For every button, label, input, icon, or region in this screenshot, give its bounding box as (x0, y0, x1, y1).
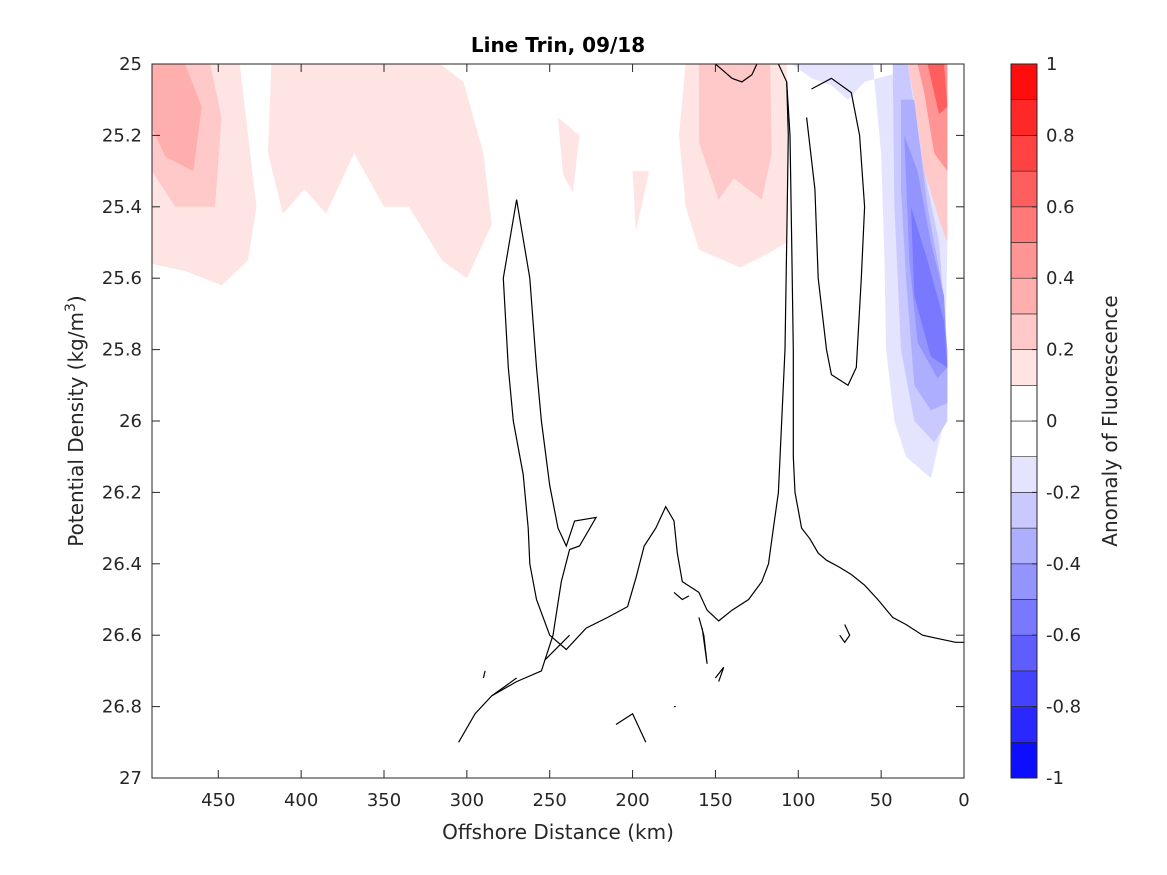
contour-fill-region-5 (632, 171, 650, 232)
zero-contour-line-12 (482, 670, 486, 679)
zero-contour-line-9 (698, 617, 708, 664)
contour-fill-region-12 (911, 206, 948, 368)
colorbar-swatch (1010, 527, 1038, 565)
colorbar-swatch (1010, 135, 1038, 172)
zero-contour-line-4 (544, 634, 571, 661)
y-tick-label: 25.2 (102, 125, 142, 146)
colorbar-title: Anomaly of Fluorescence (1098, 295, 1122, 546)
y-tick-label: 27 (119, 768, 142, 789)
colorbar-swatch (1010, 456, 1038, 493)
colorbar-swatch (1010, 741, 1038, 779)
x-axis-title: Offshore Distance (km) (442, 820, 674, 844)
filled-contours (152, 64, 948, 479)
colorbar-tick-label: -0.2 (1046, 482, 1081, 503)
colorbar-swatch (1010, 384, 1038, 422)
zero-contour-lines (458, 64, 964, 743)
colorbar-swatch (1010, 634, 1038, 672)
zero-contour-line-3 (458, 199, 598, 743)
y-tick-label: 25.8 (102, 340, 142, 361)
colorbar-tick-label: -1 (1046, 768, 1064, 789)
colorbar-tick-label: 1 (1046, 54, 1057, 75)
zero-contour-line-7 (491, 677, 517, 697)
colorbar-tick-label: 0 (1046, 411, 1057, 432)
colorbar-tick-label: 0.8 (1046, 125, 1075, 146)
y-tick-label: 26.4 (102, 554, 142, 575)
colorbar-tick-label: 0.6 (1046, 197, 1075, 218)
y-tick-label: 26 (119, 411, 142, 432)
colorbar-swatch (1010, 599, 1038, 636)
colorbar-swatch (1010, 349, 1038, 386)
colorbar-swatch (1010, 170, 1038, 208)
zero-contour-line-8 (673, 591, 690, 601)
zero-contour-line-11 (839, 624, 851, 644)
colorbar-tick-label: -0.8 (1046, 697, 1081, 718)
colorbar-tick-label: -0.6 (1046, 625, 1081, 646)
contour-fill-region-2 (152, 64, 202, 172)
colorbar-swatch (1010, 63, 1038, 101)
y-tick-label: 26.6 (102, 625, 142, 646)
zero-contour-line-6 (615, 712, 647, 743)
y-axis-title-superscript: 3 (63, 303, 79, 312)
zero-contour-line-2 (502, 81, 789, 651)
colorbar-swatch (1010, 670, 1038, 707)
colorbar-swatch (1010, 242, 1038, 279)
y-tick-label: 25 (119, 54, 142, 75)
colorbar-tick-label: 0.4 (1046, 268, 1075, 289)
colorbar-swatch (1010, 206, 1038, 243)
x-tick-label: 400 (284, 790, 318, 811)
x-tick-label: 150 (698, 790, 732, 811)
colorbar-tick-label: 0.2 (1046, 340, 1075, 361)
chart-title: Line Trin, 09/18 (471, 33, 645, 57)
y-tick-label: 25.6 (102, 268, 142, 289)
x-axis: 450 400 350 300 250 200 150 100 50 0 (201, 64, 970, 811)
zero-contour-line-10 (714, 666, 725, 682)
x-tick-label: 0 (958, 790, 969, 811)
x-tick-label: 100 (781, 790, 815, 811)
colorbar-swatch (1010, 563, 1038, 600)
x-tick-label: 200 (615, 790, 649, 811)
colorbar: 1 0.8 0.6 0.4 0.2 0 -0.2 -0.4 -0.6 -0.8 -1 (1010, 54, 1081, 789)
contour-fill-region-4 (558, 117, 580, 193)
x-tick-label: 450 (201, 790, 235, 811)
contour-fill-region-7 (698, 64, 772, 200)
colorbar-swatch (1010, 313, 1038, 350)
y-tick-label: 26.2 (102, 482, 142, 503)
colorbar-swatch (1010, 277, 1038, 315)
y-axis-title-main: Potential Density (kg/m (64, 312, 88, 547)
x-tick-label: 350 (367, 790, 401, 811)
colorbar-tick-label: -0.4 (1046, 554, 1081, 575)
contour-fill-region-15 (927, 64, 948, 114)
x-tick-label: 300 (450, 790, 484, 811)
y-axis-title-close: ) (64, 295, 88, 303)
zero-contour-line-0 (777, 64, 964, 643)
y-tick-label: 25.4 (102, 197, 142, 218)
y-axis: 25 25.2 25.4 25.6 25.8 26 26.2 26.4 26.6 26.8 27 (102, 54, 964, 789)
x-tick-label: 50 (870, 790, 893, 811)
y-tick-label: 26.8 (102, 697, 142, 718)
colorbar-swatch (1010, 420, 1038, 458)
colorbar-swatch (1010, 706, 1038, 743)
y-axis-title: Potential Density (kg/m3) (63, 295, 88, 546)
zero-contour-line-5 (715, 64, 758, 83)
colorbar-swatch (1010, 492, 1038, 529)
zero-contour-line-1 (806, 77, 866, 387)
contour-fill-region-3 (268, 64, 492, 279)
x-tick-label: 250 (533, 790, 567, 811)
colorbar-swatch (1010, 99, 1038, 136)
